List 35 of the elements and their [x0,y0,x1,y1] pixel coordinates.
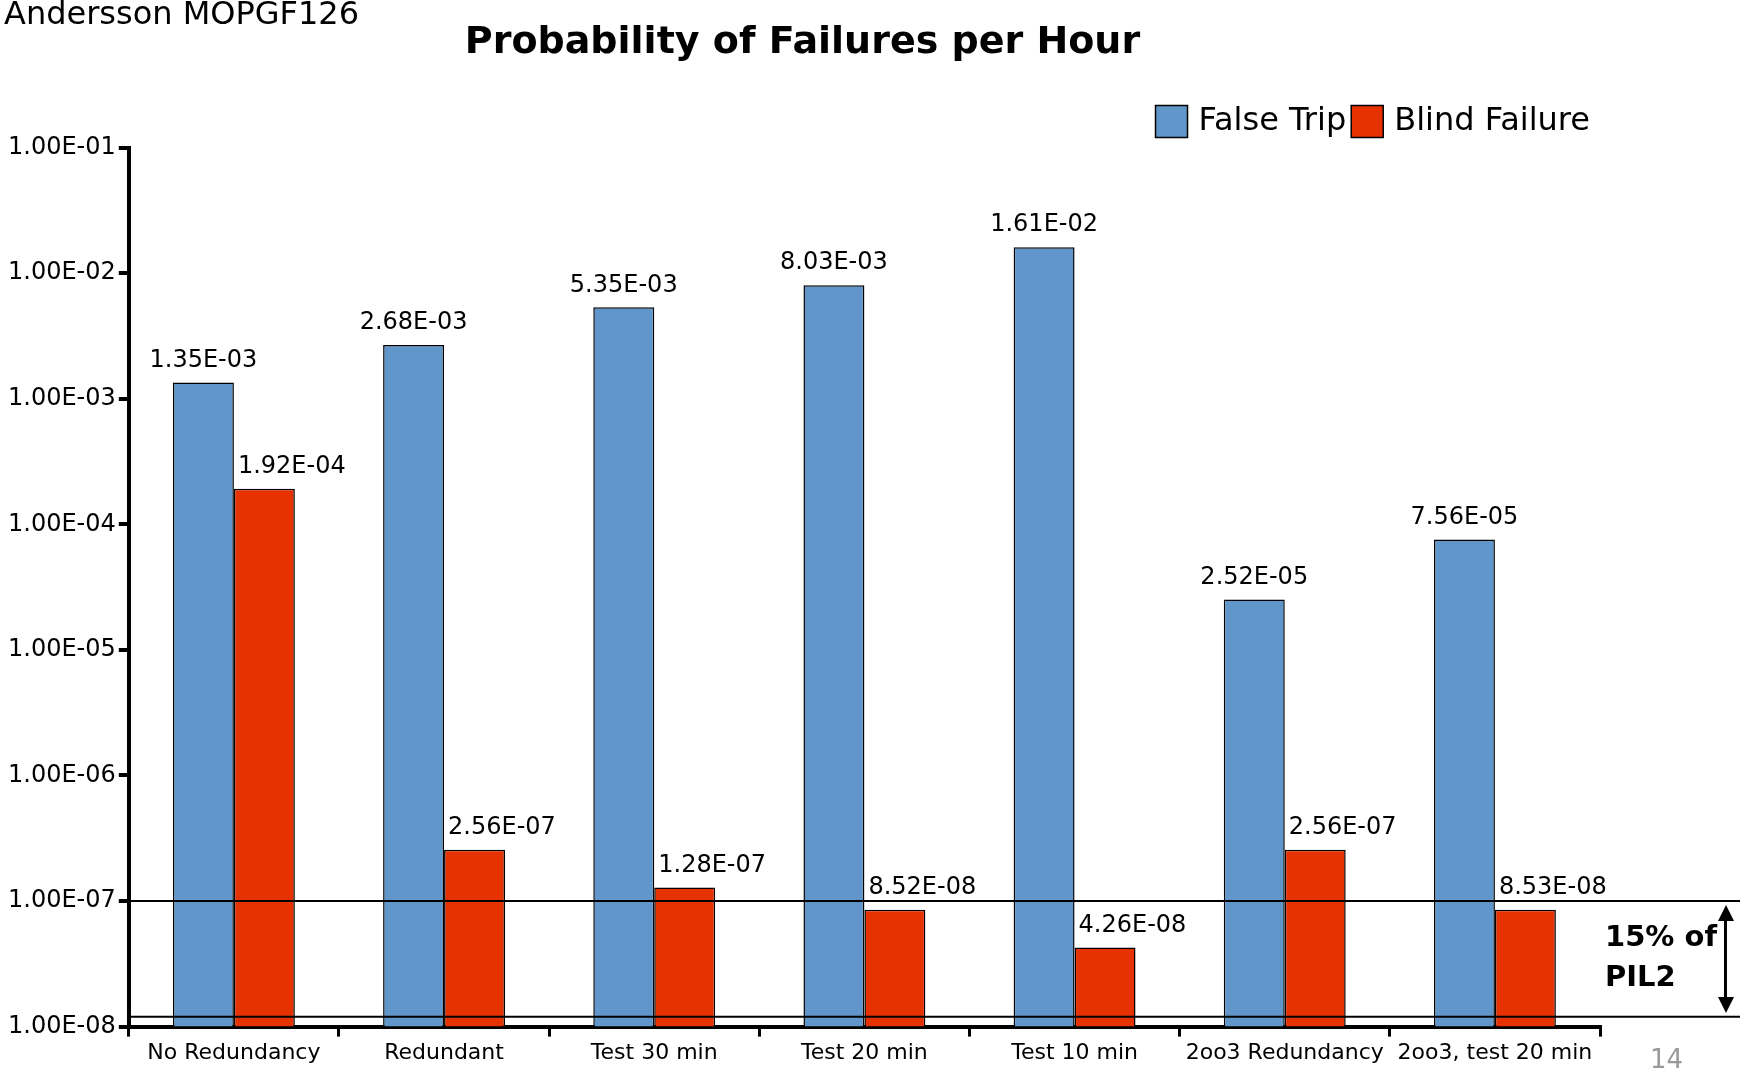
y-tick-label: 1.00E-03 [7,382,116,411]
data-label: 1.92E-04 [237,450,346,479]
x-tick-label: Test 30 min [589,1038,718,1064]
text: Andersson MOPGF126 [4,0,360,33]
legend-label: False Trip [1198,99,1347,138]
annotation: 15% of PIL2 [1605,919,1718,994]
y-tick-label: 1.00E-07 [7,885,116,914]
data-label: 1.28E-07 [658,849,767,878]
y-tick-label: 1.00E-02 [7,257,116,286]
text: 14 [1650,1044,1684,1074]
data-label: 1.35E-03 [149,344,258,373]
data-label: 2.52E-05 [1200,561,1309,590]
y-tick-label: 1.00E-06 [7,759,116,788]
y-tick-label: 1.00E-08 [7,1010,116,1039]
data-label: 2.56E-07 [448,812,556,840]
data-label: 5.35E-03 [569,269,678,298]
x-tick-label: 2oo3 Redundancy [1185,1038,1384,1064]
legend-label: Blind Failure [1394,99,1590,138]
data-label: 2.56E-07 [1288,812,1397,840]
x-tick-label: Test 20 min [800,1038,928,1064]
data-label: 1.61E-02 [990,209,1098,238]
data-label: 8.52E-08 [868,872,977,900]
data-label: 8.03E-03 [780,247,888,276]
data-label: 4.26E-08 [1078,909,1187,938]
chart-title: Probability of Failures per Hour [464,17,1141,62]
x-tick-label: Test 10 min [1010,1038,1138,1064]
y-tick-label: 1.00E-04 [7,508,116,537]
y-tick-label: 1.00E-01 [7,131,116,160]
x-tick-label: 2oo3, test 20 min [1397,1038,1593,1064]
data-label: 8.53E-08 [1498,871,1607,900]
data-label: 2.68E-03 [359,307,468,336]
x-tick-label: No Redundancy [147,1038,321,1064]
y-tick-label: 1.00E-05 [7,634,116,663]
data-label: 7.56E-05 [1410,501,1519,530]
x-tick-label: Redundant [384,1038,505,1064]
